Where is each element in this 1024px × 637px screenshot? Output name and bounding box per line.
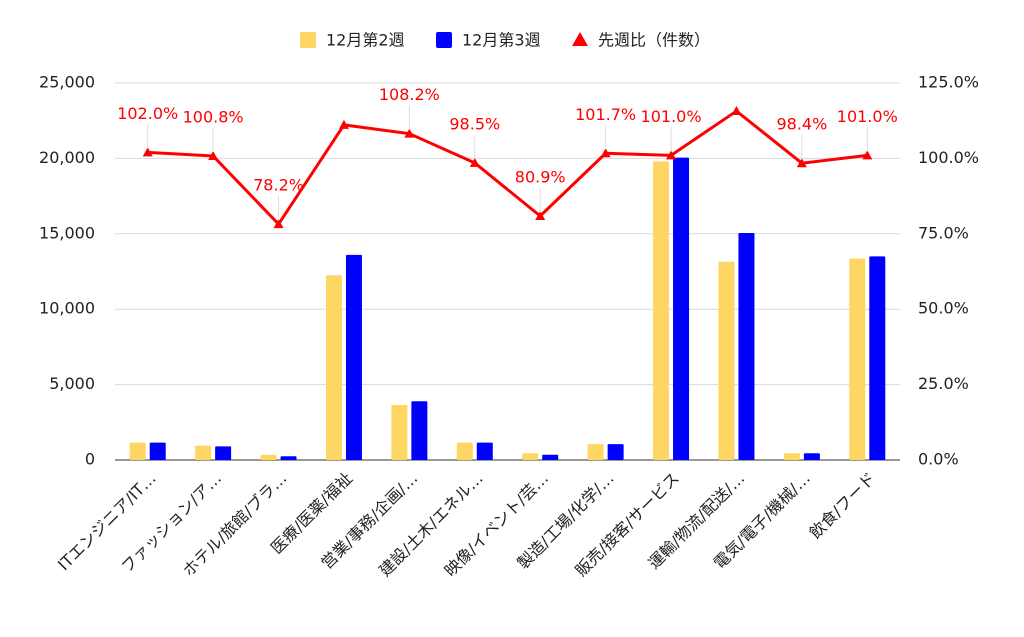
legend-label: 12月第2週: [326, 31, 405, 50]
bar: [411, 401, 428, 460]
bar: [673, 157, 690, 460]
bar: [803, 453, 820, 460]
bar: [129, 442, 146, 460]
y-tick-label: 15,000: [39, 223, 95, 242]
bar: [149, 442, 166, 460]
line-marker: [731, 106, 742, 116]
bar: [587, 444, 604, 460]
line-marker: [208, 150, 219, 160]
y-tick-label: 5,000: [49, 374, 95, 393]
data-label: 80.9%: [515, 168, 566, 187]
y2-tick-label: 25.0%: [918, 374, 969, 393]
line-marker: [796, 158, 807, 168]
data-label: 101.7%: [575, 105, 636, 124]
bar: [653, 161, 670, 460]
y2-tick-label: 100.0%: [918, 148, 979, 167]
y-tick-label: 0: [85, 450, 95, 469]
bar: [391, 404, 408, 460]
legend-swatch: [436, 32, 452, 48]
bar: [280, 456, 297, 460]
data-label: 101.0%: [837, 107, 898, 126]
y2-tick-label: 50.0%: [918, 299, 969, 318]
line-marker: [142, 147, 153, 157]
y2-tick-label: 125.0%: [918, 73, 979, 92]
line-marker: [338, 119, 349, 129]
line-marker: [469, 157, 480, 167]
y-tick-label: 10,000: [39, 299, 95, 318]
legend-swatch: [572, 32, 588, 46]
bar: [345, 254, 362, 460]
bar: [849, 258, 866, 460]
line-marker: [862, 150, 873, 160]
bar: [738, 233, 755, 460]
y2-tick-label: 0.0%: [918, 450, 959, 469]
legend-swatch: [300, 32, 316, 48]
bar: [325, 275, 342, 460]
bar: [783, 453, 800, 460]
line-marker: [600, 148, 611, 158]
bar: [476, 442, 493, 460]
line-marker: [404, 128, 415, 138]
y2-tick-label: 75.0%: [918, 223, 969, 242]
bar: [718, 261, 735, 460]
line-marker: [535, 211, 546, 221]
y-tick-label: 20,000: [39, 148, 95, 167]
bar: [195, 445, 212, 460]
data-label: 101.0%: [641, 107, 702, 126]
bar: [869, 256, 886, 460]
y-tick-label: 25,000: [39, 73, 95, 92]
line-marker: [273, 219, 284, 229]
data-label: 98.5%: [449, 114, 500, 133]
data-label: 102.0%: [117, 104, 178, 123]
data-label: 78.2%: [253, 176, 304, 195]
data-label: 108.2%: [379, 85, 440, 104]
bar: [607, 444, 624, 460]
bar: [260, 454, 277, 460]
bar: [215, 446, 232, 460]
bar: [456, 442, 473, 460]
line-marker: [666, 150, 677, 160]
data-label: 100.8%: [183, 107, 244, 126]
legend-label: 先週比（件数）: [598, 31, 710, 50]
bar: [542, 454, 559, 460]
legend-label: 12月第3週: [462, 31, 541, 50]
data-label: 98.4%: [776, 115, 827, 134]
bar: [522, 453, 539, 460]
line: [147, 109, 868, 227]
